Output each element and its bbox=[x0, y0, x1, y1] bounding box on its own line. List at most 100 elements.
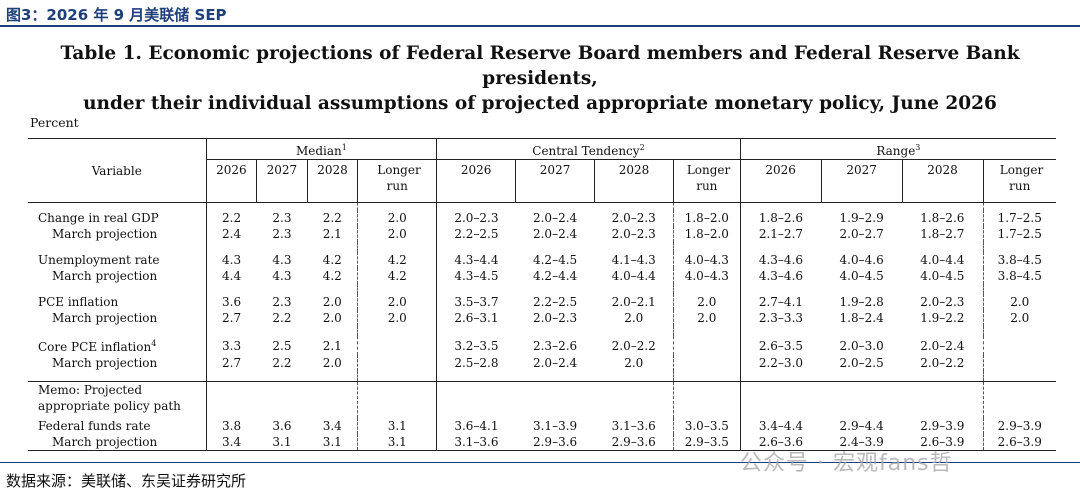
year-2027: 2027 bbox=[256, 159, 308, 203]
table-cell: 2.1 bbox=[322, 227, 342, 241]
table-row: March projection 4.4 4.3 4.2 4.2 4.3–4.5 4.2–4… bbox=[28, 268, 1056, 284]
table-cell: 2.0–2.3 bbox=[532, 311, 578, 325]
row-label: Change in real GDP bbox=[38, 211, 159, 225]
spacer-row bbox=[28, 284, 1056, 294]
table-cell: 2.9–3.5 bbox=[672, 434, 741, 451]
projections-table: Variable Median1 Central Tendency2 Range… bbox=[28, 138, 1056, 451]
table-cell: 2.0–2.7 bbox=[839, 227, 884, 241]
table-cell: 1.8–2.4 bbox=[839, 311, 884, 325]
table-cell: 3.1 bbox=[357, 434, 437, 451]
table-cell: 3.3 bbox=[205, 336, 257, 355]
row-label: March projection bbox=[52, 227, 158, 241]
table-cell: 1.7–2.5 bbox=[982, 210, 1056, 226]
table-cell: 2.9–4.4 bbox=[839, 419, 884, 433]
row-label: Federal funds rate bbox=[38, 419, 151, 433]
table-cell: 2.0 bbox=[624, 356, 644, 370]
table-cell: 2.0–2.4 bbox=[920, 338, 965, 353]
table-cell: 2.0 bbox=[357, 210, 437, 226]
table-cell: 4.3 bbox=[205, 252, 257, 268]
table-cell: 3.1–3.9 bbox=[532, 419, 578, 433]
table-row: Unemployment rate 4.3 4.3 4.2 4.2 4.3–4.4 4.2–… bbox=[28, 252, 1056, 268]
table-cell bbox=[982, 336, 1056, 355]
table-cell: 4.3 bbox=[272, 269, 292, 283]
table-cell: 2.0–2.3 bbox=[611, 211, 656, 225]
source-note: 数据来源：美联储、东吴证券研究所 bbox=[6, 472, 247, 490]
table-cell: 4.0–4.6 bbox=[839, 253, 884, 267]
table-cell: 2.0–3.0 bbox=[839, 338, 884, 353]
top-rule bbox=[0, 25, 1080, 27]
year-2028: 2028 bbox=[901, 159, 984, 203]
memo-label: Memo: Projected appropriate policy path bbox=[28, 381, 207, 418]
year-longer-run: Longer run bbox=[357, 159, 437, 203]
table-cell: 2.0 bbox=[982, 310, 1056, 326]
group-header-row: Variable Median1 Central Tendency2 Range… bbox=[28, 138, 1056, 203]
year-2027: 2027 bbox=[515, 159, 595, 203]
table-cell: 3.0–3.5 bbox=[672, 418, 741, 434]
table-cell: 2.0 bbox=[672, 294, 741, 310]
watermark: 公众号 · 宏观fans哲 bbox=[740, 451, 953, 476]
row-label: March projection bbox=[28, 434, 207, 451]
table-cell: 1.8–2.0 bbox=[672, 210, 741, 226]
gap-row bbox=[28, 202, 1056, 210]
table-cell: 4.3–4.5 bbox=[436, 268, 516, 284]
table-cell: 2.2–2.5 bbox=[532, 295, 578, 309]
table-cell: 2.0–2.4 bbox=[532, 227, 578, 241]
table-cell: 4.3 bbox=[272, 253, 292, 267]
table-cell: 2.0 bbox=[624, 311, 644, 325]
table-cell: 3.8–4.5 bbox=[982, 268, 1056, 284]
table-cell: 2.0 bbox=[322, 311, 342, 325]
row-label: PCE inflation bbox=[38, 295, 119, 309]
table-cell: 2.1–2.7 bbox=[739, 226, 822, 242]
row-label: March projection bbox=[52, 269, 158, 283]
table-cell: 2.6–3.9 bbox=[982, 434, 1056, 451]
table-cell: 1.8–2.6 bbox=[739, 210, 822, 226]
table-cell: 3.6 bbox=[205, 294, 257, 310]
table-title: Table 1. Economic projections of Federal… bbox=[0, 41, 1080, 116]
table-cell: 2.3 bbox=[272, 211, 292, 225]
year-longer-run: Longer run bbox=[982, 159, 1056, 203]
central-tendency-header: Central Tendency2 bbox=[436, 138, 741, 160]
table-cell: 4.3–4.4 bbox=[436, 252, 516, 268]
table-cell: 4.2 bbox=[357, 268, 437, 284]
table-cell: 2.0–2.4 bbox=[532, 211, 578, 225]
year-header-row: 2026 2027 2028 Longer run 2026 2027 2028… bbox=[28, 159, 1056, 203]
range-header: Range3 bbox=[739, 138, 1056, 160]
table-cell: 2.4–3.9 bbox=[821, 434, 903, 451]
table-cell: 2.0 bbox=[357, 310, 437, 326]
year-2028: 2028 bbox=[594, 159, 674, 203]
figure-label: 图3：2026 年 9 月美联储 SEP bbox=[6, 6, 227, 24]
table-cell bbox=[672, 336, 741, 355]
row-label: March projection bbox=[52, 356, 158, 370]
spacer-row bbox=[28, 371, 1056, 382]
table-cell: 2.1 bbox=[322, 338, 342, 353]
table-cell: 2.3–3.3 bbox=[739, 310, 822, 326]
table-cell: 2.0–2.3 bbox=[920, 295, 965, 309]
table-cell: 2.0–2.3 bbox=[611, 227, 656, 241]
table-cell: 2.0–2.2 bbox=[611, 338, 656, 353]
table-cell: 3.6 bbox=[272, 419, 292, 433]
table-cell: 2.2 bbox=[272, 356, 292, 370]
year-2026: 2026 bbox=[205, 159, 257, 203]
table-cell: 3.1 bbox=[256, 434, 308, 451]
row-label: Core PCE inflation4 bbox=[38, 339, 157, 354]
table-cell: 2.0–2.4 bbox=[532, 356, 578, 370]
table-cell: 4.2–4.4 bbox=[532, 269, 578, 283]
table-cell: 3.5–3.7 bbox=[436, 294, 516, 310]
table-row: March projection 2.4 2.3 2.1 2.0 2.2–2.5 2.0–2… bbox=[28, 226, 1056, 242]
table-cell: 2.0–2.1 bbox=[611, 295, 656, 309]
table-cell: 4.0–4.4 bbox=[611, 269, 656, 283]
table-cell: 4.3–4.6 bbox=[739, 252, 822, 268]
table-cell bbox=[357, 336, 437, 355]
table-cell: 4.0–4.5 bbox=[839, 269, 884, 283]
table-cell: 4.0–4.3 bbox=[672, 252, 741, 268]
table-cell: 2.0 bbox=[322, 356, 342, 370]
table-cell: 2.9–3.9 bbox=[920, 419, 965, 433]
table-cell: 4.2 bbox=[357, 252, 437, 268]
year-longer-run: Longer run bbox=[672, 159, 741, 203]
bottom-rule bbox=[0, 462, 1080, 463]
table-cell: 2.6–3.6 bbox=[739, 434, 822, 451]
table-cell bbox=[982, 355, 1056, 371]
table-cell: 1.9–2.9 bbox=[839, 211, 884, 225]
spacer-row bbox=[28, 242, 1056, 252]
median-header: Median1 bbox=[205, 138, 437, 160]
